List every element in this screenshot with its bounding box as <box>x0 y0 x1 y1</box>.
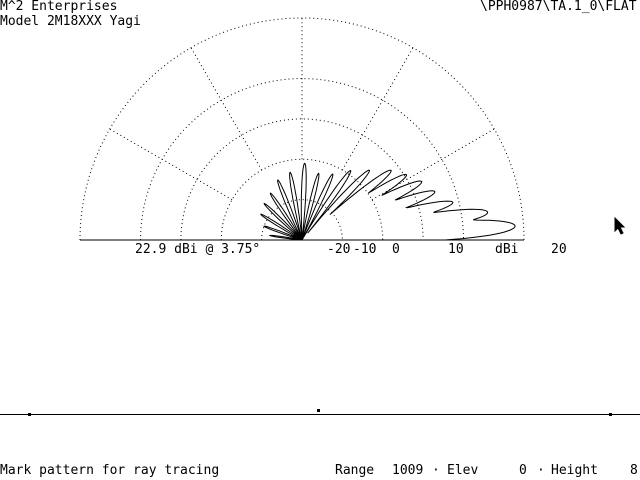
grid-spoke <box>341 47 414 171</box>
company-title: M^2 Enterprises <box>0 0 118 14</box>
elev-value[interactable]: 0 <box>519 463 527 478</box>
lobe-peak-3 <box>434 191 436 193</box>
scale-label-0: 0 <box>392 242 400 257</box>
lobe-peak-12 <box>289 171 291 173</box>
lobe-peak-9 <box>332 173 334 175</box>
height-label: Height <box>551 463 598 478</box>
lobe-peak-17 <box>263 225 265 227</box>
grid-ring <box>261 199 343 241</box>
lobe-peak-0 <box>514 225 516 227</box>
baseline-marker-right <box>609 413 612 416</box>
elev-separator: · <box>537 463 545 478</box>
lobe-peak-15 <box>263 203 265 205</box>
lobe-peak-7 <box>368 169 370 171</box>
lobe-peak-14 <box>269 192 271 194</box>
elev-label: Elev <box>447 463 479 478</box>
range-value[interactable]: 1009 <box>392 463 424 478</box>
lobe-peak-10 <box>318 172 320 174</box>
radiation-pattern <box>260 162 516 241</box>
lobe-peak-16 <box>260 213 262 215</box>
file-path: \PPH0987\TA.1_0\FLAT <box>480 0 637 14</box>
range-label: Range <box>335 463 375 478</box>
model-title: Model 2M18XXX Yagi <box>0 14 141 29</box>
pattern-trace <box>260 162 516 241</box>
status-message: Mark pattern for ray tracing <box>0 463 220 478</box>
lobe-peak-5 <box>405 174 407 176</box>
lobe-peak-2 <box>452 201 454 203</box>
grid-ring <box>79 17 525 241</box>
polar-grid <box>79 17 525 241</box>
lobe-peak-13 <box>277 179 279 181</box>
lobe-peak-4 <box>421 181 423 183</box>
baseline-marker-center <box>317 409 320 412</box>
grid-spoke <box>109 128 233 201</box>
lobe-peak-11 <box>304 162 306 164</box>
scale-label-minus10: -10 <box>353 242 377 257</box>
lobe-peak-1 <box>487 211 489 213</box>
terrain-baseline[interactable] <box>0 414 640 415</box>
height-value[interactable]: 8 <box>630 463 638 478</box>
scale-unit-label: dBi <box>495 242 519 257</box>
arrow-pointer-icon <box>614 217 626 235</box>
lobe-peak-8 <box>350 170 352 172</box>
scale-label-20: 20 <box>551 242 567 257</box>
range-separator: · <box>432 463 440 478</box>
elevation-pattern-plot[interactable] <box>0 0 640 260</box>
lobe-peak-18 <box>269 235 271 237</box>
grid-spoke <box>190 47 263 171</box>
scale-label-minus20: -20 <box>327 242 351 257</box>
peak-gain-label: 22.9 dBi @ 3.75° <box>135 242 261 257</box>
baseline-marker-left <box>28 413 31 416</box>
scale-label-10: 10 <box>448 242 464 257</box>
lobe-peak-6 <box>390 169 392 171</box>
